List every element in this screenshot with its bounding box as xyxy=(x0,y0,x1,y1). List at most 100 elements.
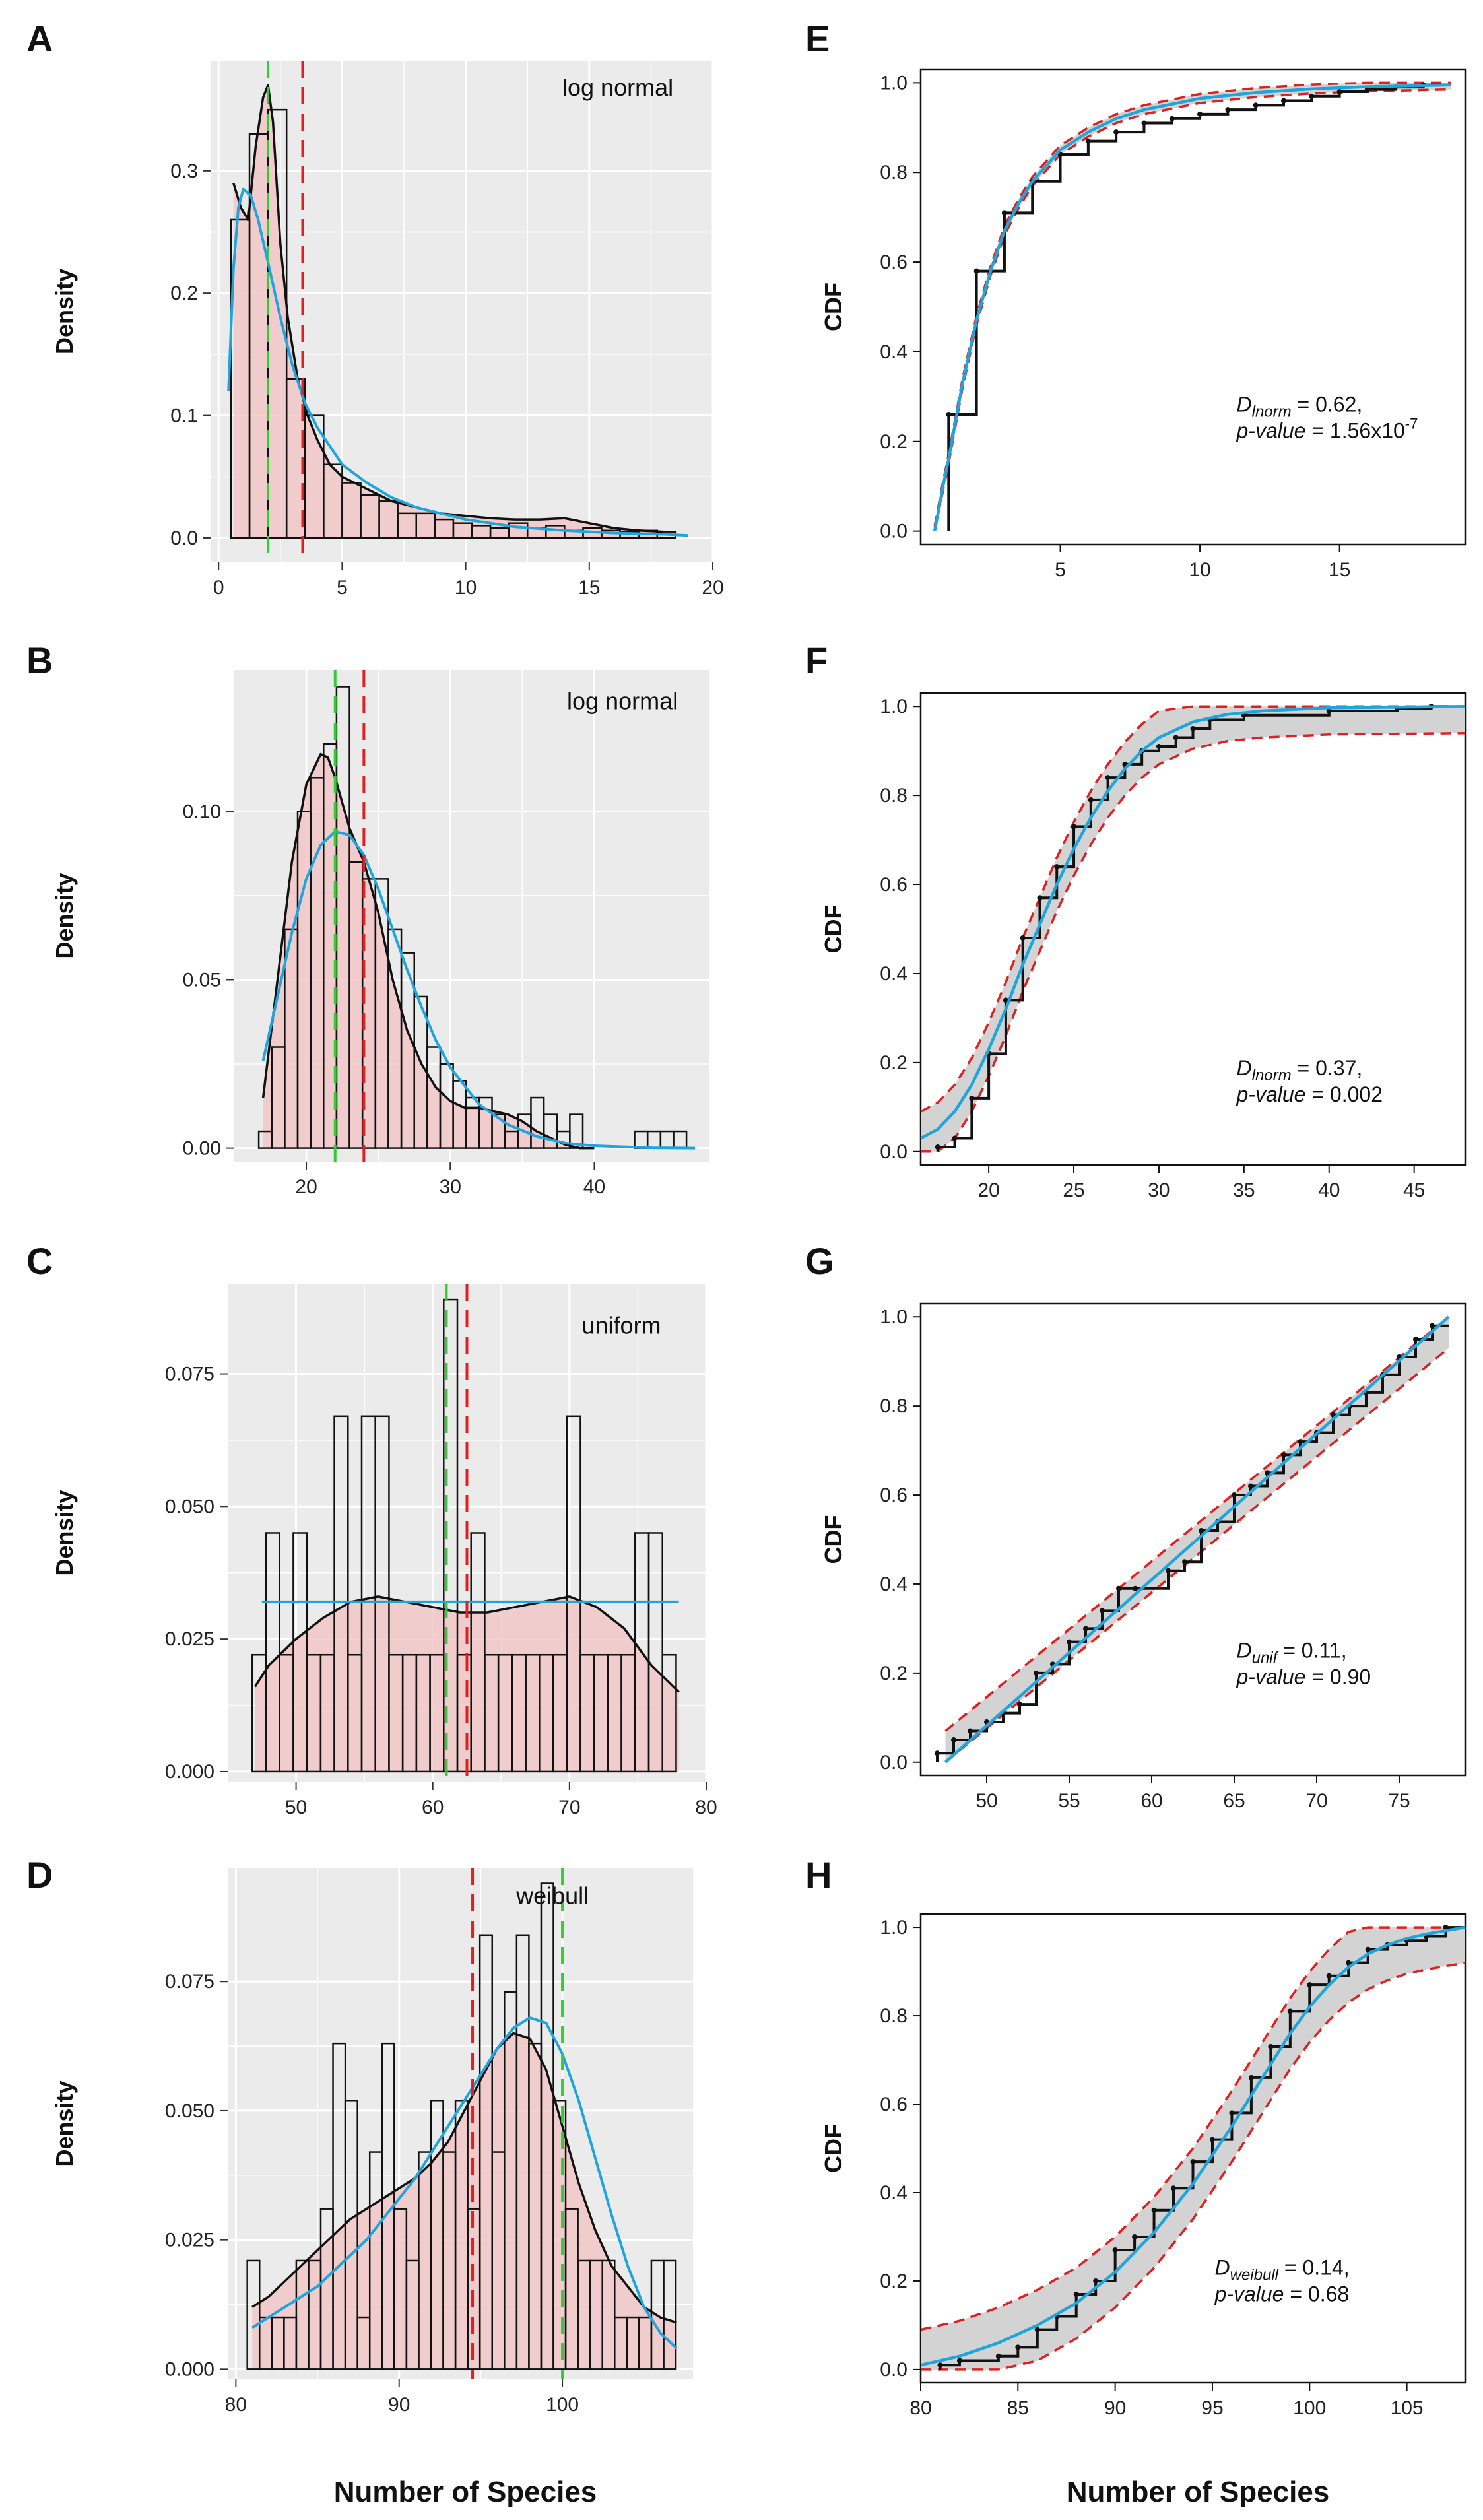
p-value: p-value = 1.56x10-7 xyxy=(1236,415,1418,442)
ecdf-point xyxy=(1083,1626,1088,1632)
fitted-distribution-line xyxy=(261,830,696,1150)
band-lower-line xyxy=(921,1961,1466,2371)
y-tick-label: 0.05 xyxy=(183,969,221,991)
ecdf-point xyxy=(935,1750,940,1756)
x-axis-title-right: Number of Species xyxy=(1067,2476,1330,2508)
ecdf-point xyxy=(1197,111,1203,117)
y-tick-label: 0.8 xyxy=(880,2005,907,2027)
p-value: p-value = 0.68 xyxy=(1214,2282,1350,2306)
y-tick-label: 1.0 xyxy=(880,696,907,717)
y-tick-label: 0.4 xyxy=(880,963,907,985)
y-tick-label: 0.6 xyxy=(880,1484,907,1506)
stat-subscript: unif xyxy=(1252,1649,1279,1667)
ecdf-point xyxy=(1253,102,1259,108)
x-tick-label: 60 xyxy=(1140,1790,1162,1812)
panel-label: F xyxy=(805,640,828,681)
y-tick-label: 0.0 xyxy=(880,2359,907,2381)
stat-value: = 0.37, xyxy=(1292,1056,1363,1080)
x-tick-label: 90 xyxy=(388,2394,410,2416)
y-axis-title: Density xyxy=(51,269,78,354)
ecdf-point xyxy=(1093,2278,1099,2284)
fitted-cdf-line xyxy=(933,83,1451,532)
ecdf-point xyxy=(946,412,952,418)
x-tick-label: 40 xyxy=(583,1176,605,1198)
x-tick-label: 15 xyxy=(1329,559,1350,581)
kde-line xyxy=(251,2032,677,2324)
ecdf-point xyxy=(1151,2207,1157,2213)
stat-value: = 0.14, xyxy=(1278,2256,1350,2280)
y-tick-label: 0.8 xyxy=(880,162,907,183)
x-tick-label: 65 xyxy=(1223,1790,1245,1812)
ecdf-point xyxy=(935,1144,940,1150)
ecdf-point xyxy=(1268,2043,1274,2049)
ecdf-point xyxy=(1017,1702,1022,1708)
y-axis-title: CDF xyxy=(820,905,847,954)
ecdf-point xyxy=(1281,98,1286,104)
y-tick-label: 0.075 xyxy=(165,1971,214,1993)
plot-frame xyxy=(919,692,1467,1166)
ecdf-point xyxy=(1326,1973,1332,1979)
histogram-bar xyxy=(344,2100,358,2370)
x-tick-label: 105 xyxy=(1391,2397,1424,2419)
x-tick-label: 80 xyxy=(909,2397,931,2419)
y-tick-label: 0.2 xyxy=(880,2271,907,2292)
x-tick-label: 40 xyxy=(1318,1179,1340,1201)
band-upper-line xyxy=(920,1926,1465,2331)
ecdf-point xyxy=(1225,107,1231,113)
distribution-name: uniform xyxy=(582,1312,661,1339)
y-tick-label: 0.8 xyxy=(880,1395,907,1417)
p-value-text: = 1.56x10 xyxy=(1305,418,1404,442)
ecdf-point xyxy=(1088,797,1094,803)
distribution-name: weibull xyxy=(515,1882,589,1909)
fitted-cdf-line xyxy=(919,704,1466,1140)
histogram-bar xyxy=(246,2259,261,2370)
x-tick-label: 20 xyxy=(977,1179,999,1201)
ecdf-point xyxy=(1100,1608,1105,1614)
stat-value: = 0.62, xyxy=(1292,392,1363,416)
y-tick-label: 0.10 xyxy=(183,801,221,822)
ecdf-point xyxy=(1232,1492,1237,1498)
ks-statistic: Dlnorm = 0.62, xyxy=(1237,392,1363,420)
ks-statistic: Dlnorm = 0.37, xyxy=(1237,1056,1363,1084)
x-tick-label: 10 xyxy=(1189,559,1210,581)
y-tick-label: 0.0 xyxy=(880,521,907,543)
x-tick-label: 75 xyxy=(1388,1790,1410,1812)
ecdf-point xyxy=(1281,1452,1286,1458)
ecdf-point xyxy=(1430,1323,1435,1329)
ecdf-point xyxy=(952,1135,958,1141)
x-tick-label: 50 xyxy=(975,1790,997,1812)
histogram-bar xyxy=(663,2259,677,2370)
panel-label: E xyxy=(805,18,830,59)
panel-label: C xyxy=(26,1240,53,1282)
ecdf-point xyxy=(1248,2074,1254,2080)
y-tick-label: 0.6 xyxy=(880,2094,907,2115)
ecdf-point xyxy=(1071,824,1077,830)
x-tick-label: 85 xyxy=(1007,2397,1029,2419)
ecdf-point xyxy=(968,1728,973,1734)
ecdf-point xyxy=(1105,775,1111,781)
x-tick-label: 30 xyxy=(440,1176,461,1198)
histogram-bar xyxy=(374,1415,390,1773)
x-tick-label: 15 xyxy=(578,577,600,599)
y-tick-label: 0.6 xyxy=(880,251,907,273)
ecdf-step-line xyxy=(936,1324,1449,1762)
y-tick-label: 0.4 xyxy=(880,1574,907,1595)
ecdf-point xyxy=(1309,93,1315,99)
histogram-bar xyxy=(566,1415,581,1773)
ecdf-point xyxy=(1248,1483,1253,1489)
histogram-bar xyxy=(661,1653,677,1773)
ecdf-point xyxy=(1169,116,1175,121)
band-upper-line xyxy=(944,1315,1450,1732)
p-value: p-value = 0.90 xyxy=(1236,1665,1371,1688)
x-tick-label: 20 xyxy=(702,577,723,599)
ecdf-point xyxy=(956,2358,962,2364)
x-tick-label: 90 xyxy=(1104,2397,1126,2419)
stat-symbol: D xyxy=(1215,2256,1230,2280)
x-tick-label: 60 xyxy=(422,1797,444,1818)
y-tick-label: 0.00 xyxy=(183,1138,221,1160)
y-tick-label: 0.4 xyxy=(880,341,907,363)
panel-label: B xyxy=(26,640,53,681)
